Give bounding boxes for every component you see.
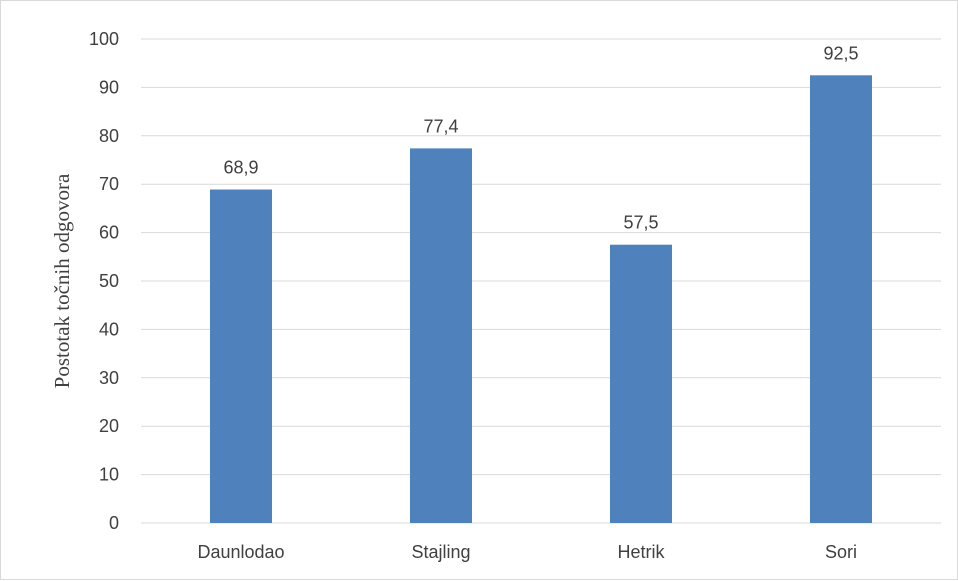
y-tick-label: 10 xyxy=(99,465,119,485)
data-label-sori: 92,5 xyxy=(823,43,858,63)
y-tick-label: 90 xyxy=(99,77,119,97)
bar-sori xyxy=(810,75,872,524)
y-tick-label: 70 xyxy=(99,174,119,194)
gridlines xyxy=(141,38,941,524)
y-tick-label: 20 xyxy=(99,416,119,436)
y-tick-label: 100 xyxy=(89,29,119,49)
y-axis-title: Postotak točnih odgovora xyxy=(50,173,74,388)
y-tick-label: 0 xyxy=(109,513,119,533)
data-label-hetrik: 57,5 xyxy=(623,213,658,233)
y-tick-label: 30 xyxy=(99,368,119,388)
y-axis-ticks: 0 10 20 30 40 50 60 70 80 90 100 xyxy=(89,29,119,533)
data-labels: 68,9 77,4 57,5 92,5 xyxy=(223,43,858,232)
y-tick-label: 60 xyxy=(99,223,119,243)
y-tick-label: 40 xyxy=(99,319,119,339)
data-label-stajling: 77,4 xyxy=(423,116,458,136)
bar-hetrik xyxy=(610,244,672,523)
x-category-label: Daunlodao xyxy=(197,542,284,562)
bars xyxy=(210,75,872,524)
y-tick-label: 80 xyxy=(99,126,119,146)
x-category-label: Hetrik xyxy=(617,542,665,562)
data-label-daunlodao: 68,9 xyxy=(223,158,258,178)
y-tick-label: 50 xyxy=(99,271,119,291)
x-axis-categories: Daunlodao Stajling Hetrik Sori xyxy=(197,542,857,562)
bar-stajling xyxy=(410,148,472,523)
bar-daunlodao xyxy=(210,189,272,524)
x-category-label: Stajling xyxy=(411,542,470,562)
x-category-label: Sori xyxy=(825,542,857,562)
